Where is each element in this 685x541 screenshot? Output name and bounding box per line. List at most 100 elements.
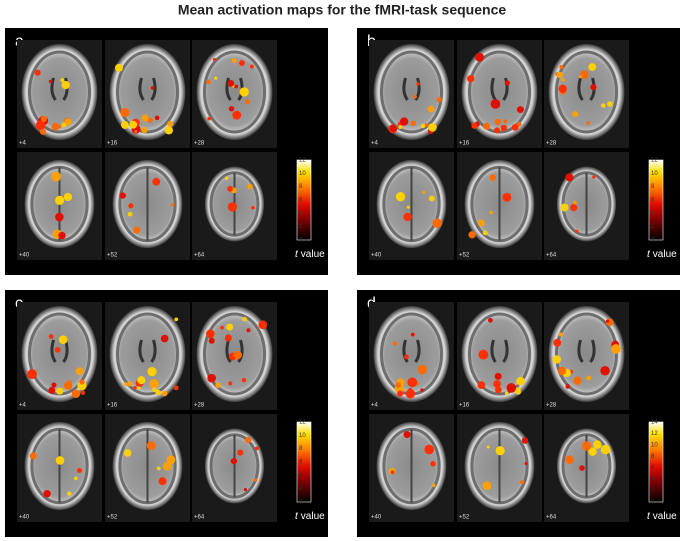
slice-label: +28 (194, 403, 205, 409)
activation-blob (160, 334, 169, 343)
activation-blob (133, 386, 137, 390)
activation-blob (593, 440, 602, 449)
activation-blob (48, 79, 53, 84)
ventricle (138, 339, 157, 363)
brain-inner (380, 50, 443, 134)
activation-blob (227, 202, 238, 212)
brain-inner (116, 312, 179, 396)
activation-blob (605, 319, 610, 323)
activation-blob (403, 212, 412, 222)
activation-blob (39, 128, 47, 135)
activation-blob (601, 103, 606, 108)
activation-blob (63, 192, 73, 202)
colorbar (648, 421, 664, 503)
activation-blob (230, 457, 238, 465)
activation-blob (120, 107, 130, 118)
activation-blob (249, 64, 255, 69)
activation-blob (245, 99, 250, 105)
activation-blob (494, 372, 502, 380)
activation-blob (516, 376, 525, 386)
activation-blob (521, 437, 529, 444)
activation-blob (237, 449, 244, 456)
activation-blob (572, 111, 579, 118)
activation-blob (119, 192, 126, 199)
activation-blob (397, 390, 404, 397)
activation-blob (166, 455, 176, 465)
activation-blob (477, 381, 486, 390)
activation-blob (133, 226, 141, 234)
activation-blob (565, 455, 574, 464)
activation-blob (137, 386, 141, 390)
activation-blob (600, 366, 610, 376)
activation-blob (150, 86, 155, 90)
activation-blob (502, 192, 512, 202)
activation-blob (76, 467, 83, 473)
colorbar (296, 421, 312, 503)
activation-blob (490, 99, 501, 109)
activation-blob (417, 364, 427, 375)
activation-blob (495, 386, 502, 394)
activation-blob (137, 376, 146, 385)
colorbar-tick-label: 8 (299, 446, 303, 452)
colorbar-tick-label: 6 (299, 460, 303, 466)
brain (109, 306, 186, 402)
ventricle (490, 77, 509, 101)
slice-label: +40 (19, 515, 30, 521)
brain (548, 44, 625, 140)
colorbar-tick-label: 10 (651, 171, 658, 177)
colorbar-tick-label: 8 (651, 184, 655, 190)
activation-blob (611, 344, 621, 354)
activation-blob (71, 389, 81, 398)
activation-blob (436, 96, 442, 103)
activation-blob (558, 332, 563, 337)
activation-blob (253, 478, 258, 482)
colorbar-symbol: t (295, 511, 299, 522)
activation-blob (233, 350, 242, 360)
brain-inner (561, 433, 612, 499)
activation-blob (477, 219, 485, 227)
activation-blob (561, 78, 566, 82)
slice-label: +64 (546, 515, 557, 521)
colorbar-symbol: t (647, 511, 651, 522)
activation-blob (207, 373, 216, 383)
activation-blob (61, 80, 70, 90)
activation-blob (579, 465, 585, 471)
slice-label: +16 (107, 403, 118, 409)
activation-blob (155, 389, 161, 396)
colorbar-tick-label: 2 (299, 486, 303, 492)
ventricle (577, 339, 596, 363)
activation-blob (552, 355, 562, 364)
activation-blob (468, 231, 476, 239)
activation-blob (483, 122, 491, 130)
activation-blob (404, 354, 409, 360)
brain-inner (116, 50, 179, 134)
activation-blob (129, 120, 138, 129)
activation-blob (412, 94, 417, 99)
activation-blob (581, 441, 592, 451)
activation-blob (147, 366, 157, 377)
activation-blob (407, 377, 418, 388)
activation-blob (29, 452, 37, 460)
activation-blob (556, 71, 564, 79)
colorbar-tick-label: 8 (651, 454, 655, 460)
ventricle (138, 77, 157, 101)
activation-blob (207, 116, 211, 121)
activation-blob (390, 470, 395, 475)
activation-blob (511, 123, 519, 131)
activation-blob (128, 203, 134, 209)
activation-blob (51, 382, 57, 388)
activation-blob (565, 173, 574, 182)
activation-blob (228, 106, 235, 112)
activation-blob (227, 186, 233, 192)
activation-blob (120, 121, 129, 129)
activation-blob (241, 377, 247, 383)
activation-blob (422, 190, 426, 195)
activation-blob (167, 120, 174, 127)
activation-blob (35, 120, 46, 131)
activation-blob (524, 461, 528, 466)
slice-label: +16 (459, 403, 470, 409)
brain (373, 306, 450, 402)
activation-blob (243, 487, 248, 492)
activation-blob (146, 441, 156, 451)
